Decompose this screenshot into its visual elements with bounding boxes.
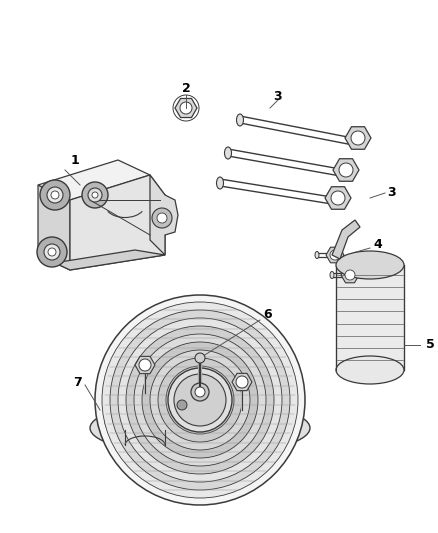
Circle shape — [98, 408, 126, 436]
Circle shape — [331, 191, 345, 205]
Circle shape — [95, 295, 305, 505]
Circle shape — [37, 237, 67, 267]
Polygon shape — [333, 159, 359, 181]
Circle shape — [195, 387, 205, 397]
Text: 3: 3 — [388, 187, 396, 199]
Polygon shape — [341, 267, 359, 283]
Text: 5: 5 — [426, 338, 434, 351]
Text: 6: 6 — [264, 309, 272, 321]
Polygon shape — [332, 220, 360, 259]
Polygon shape — [232, 373, 252, 391]
Circle shape — [351, 131, 365, 145]
Circle shape — [139, 359, 151, 371]
Circle shape — [47, 187, 63, 203]
Polygon shape — [38, 250, 165, 270]
Circle shape — [174, 374, 226, 426]
Circle shape — [191, 441, 219, 469]
Circle shape — [268, 431, 282, 445]
Ellipse shape — [90, 400, 310, 456]
Ellipse shape — [225, 147, 232, 159]
Text: 4: 4 — [374, 238, 382, 252]
Circle shape — [126, 326, 274, 474]
Circle shape — [142, 342, 258, 458]
Text: 2: 2 — [182, 82, 191, 94]
Ellipse shape — [216, 177, 223, 189]
Circle shape — [198, 448, 212, 462]
Polygon shape — [175, 99, 197, 117]
Polygon shape — [38, 160, 150, 200]
Polygon shape — [135, 357, 155, 374]
Circle shape — [157, 213, 167, 223]
Text: 7: 7 — [74, 376, 82, 389]
Circle shape — [191, 383, 209, 401]
Circle shape — [152, 208, 172, 228]
Polygon shape — [70, 175, 165, 270]
Circle shape — [150, 350, 250, 450]
Ellipse shape — [336, 356, 404, 384]
Circle shape — [134, 334, 266, 466]
Text: 3: 3 — [274, 90, 283, 102]
Polygon shape — [326, 247, 344, 263]
Polygon shape — [336, 265, 404, 370]
Circle shape — [168, 368, 232, 432]
Polygon shape — [345, 127, 371, 149]
Circle shape — [177, 400, 187, 410]
Circle shape — [236, 376, 248, 388]
Circle shape — [88, 188, 102, 202]
Ellipse shape — [336, 251, 404, 279]
Polygon shape — [150, 175, 178, 255]
Circle shape — [195, 353, 205, 363]
Circle shape — [180, 102, 192, 114]
Polygon shape — [38, 185, 70, 270]
Circle shape — [82, 182, 108, 208]
Circle shape — [51, 191, 59, 199]
Polygon shape — [272, 422, 290, 448]
Polygon shape — [325, 187, 351, 209]
Circle shape — [102, 302, 298, 498]
Circle shape — [158, 358, 242, 442]
Text: 1: 1 — [71, 154, 79, 166]
Circle shape — [48, 248, 56, 256]
Ellipse shape — [237, 114, 244, 126]
Circle shape — [92, 192, 98, 198]
Circle shape — [166, 366, 234, 434]
Circle shape — [110, 310, 290, 490]
Circle shape — [261, 424, 289, 452]
Circle shape — [345, 270, 355, 280]
Ellipse shape — [330, 271, 334, 279]
Circle shape — [105, 415, 119, 429]
Circle shape — [118, 318, 282, 482]
Circle shape — [44, 244, 60, 260]
Ellipse shape — [315, 252, 319, 259]
Circle shape — [40, 180, 70, 210]
Circle shape — [330, 250, 340, 260]
Circle shape — [339, 163, 353, 177]
